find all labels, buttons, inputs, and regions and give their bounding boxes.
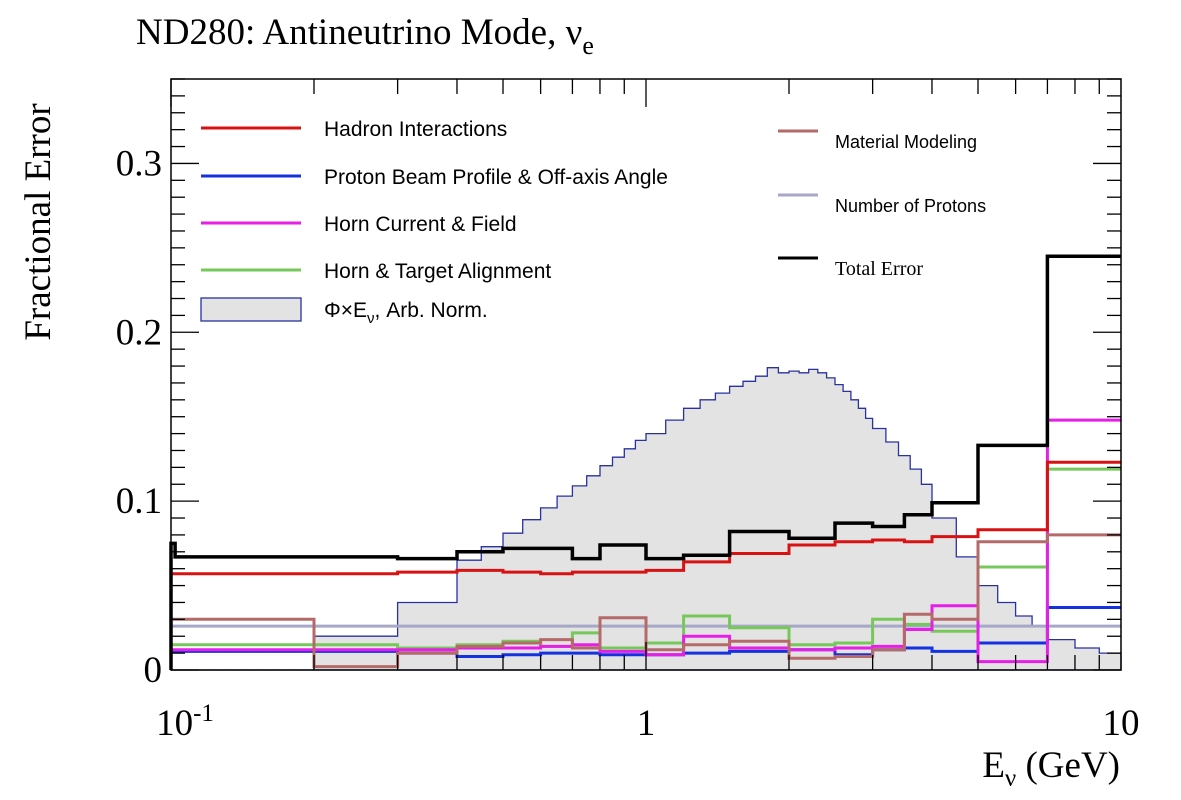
chart-title-main: ND280: Antineutrino Mode, ν [136,12,582,53]
x-axis-label-unit: (GeV) [1016,745,1120,786]
series-hadron-interactions [169,460,1121,670]
y-tick-label: 0.2 [116,312,162,353]
y-tick-label: 0.1 [116,481,162,522]
legend: Hadron Interactions Proton Beam Profile &… [200,118,986,327]
x-tick-label: 10-1 [156,700,214,744]
legend-label-horn-target-alignment: Horn & Target Alignment [324,260,551,283]
y-tick-label: 0 [144,650,163,691]
x-tick-label: 10 [1103,703,1140,744]
legend-label-number-of-protons: Number of Protons [835,196,986,216]
series-total-error [169,254,1121,670]
x-axis-label-main: E [982,745,1005,786]
legend-label-flux: Φ×Eν, Arb. Norm. [324,299,488,327]
legend-label-horn-current-field: Horn Current & Field [324,213,517,236]
x-tick-label: 1 [637,703,656,744]
tick-labels: 0 0.1 0.2 0.3 10-1 1 10 [116,143,1140,744]
chart-title: ND280: Antineutrino Mode, νe [136,12,594,60]
legend-label-material-modeling: Material Modeling [835,132,977,152]
y-axis-label: Fractional Error [18,103,59,340]
axes [170,78,1122,671]
legend-swatch-flux [200,297,302,322]
chart-title-sub: e [582,31,594,60]
legend-label-proton-beam-profile-off-axis-angle: Proton Beam Profile & Off-axis Angle [324,166,668,189]
x-axis-label-sub: ν [1005,765,1016,792]
plot-area [169,254,1122,671]
flux-histogram [171,367,1122,671]
series-proton-beam-profile-off-axis-angle [169,606,1121,670]
series-material-modeling [169,533,1121,670]
x-axis-label: Eν (GeV) [982,745,1120,792]
legend-label-total-error: Total Error [835,258,923,280]
legend-label-hadron-interactions: Hadron Interactions [324,118,507,141]
y-tick-label: 0.3 [116,143,162,184]
